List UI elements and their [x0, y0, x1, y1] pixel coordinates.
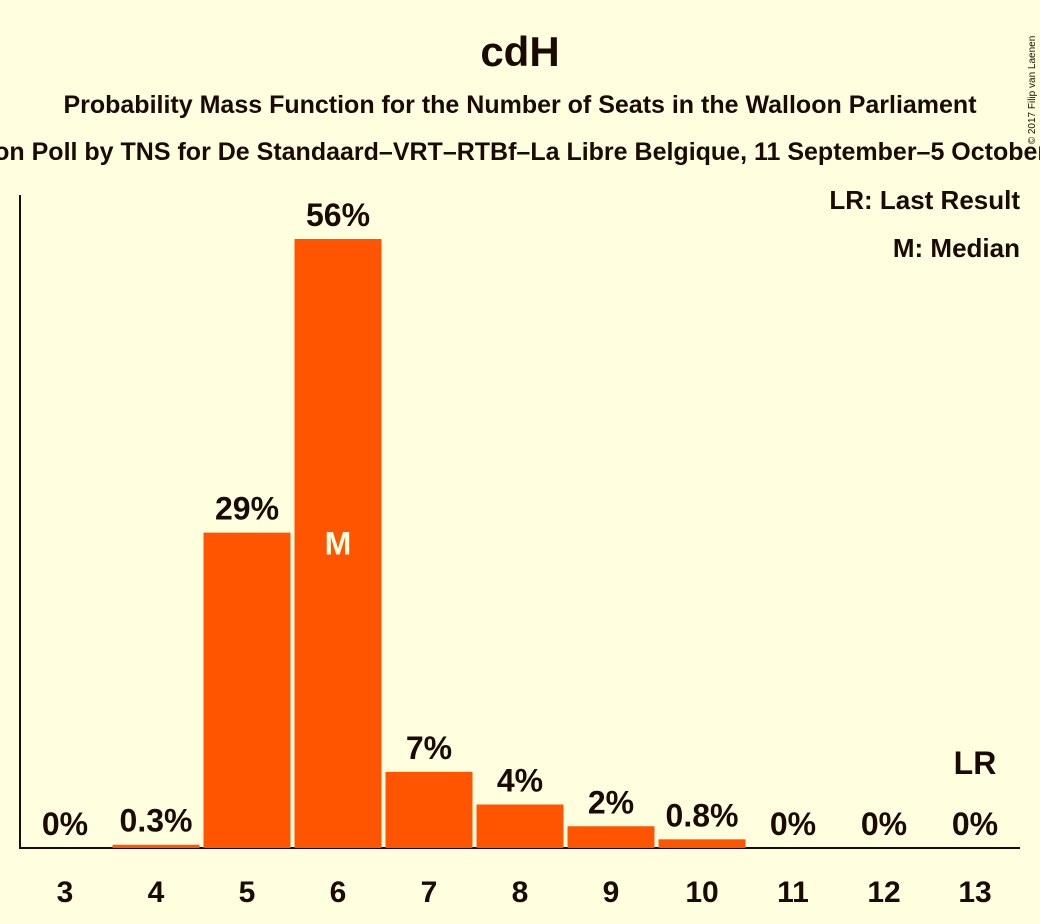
value-label-12: 0%: [861, 806, 907, 842]
value-label-7: 7%: [406, 730, 452, 766]
value-label-8: 4%: [497, 763, 543, 799]
markers: M LR: [325, 526, 997, 782]
bars: [112, 239, 746, 848]
value-label-13: 0%: [952, 806, 998, 842]
last-result-marker: LR: [954, 745, 997, 781]
copyright-notice: © 2017 Filip van Laenen: [1027, 36, 1038, 145]
x-tick-10: 10: [685, 876, 718, 909]
bar-6: [294, 239, 382, 848]
value-label-3: 0%: [42, 806, 88, 842]
legend: LR: Last Result M: Median: [829, 185, 1020, 263]
x-tick-labels: 3 4 5 6 7 8 9 10 11 12 13: [57, 876, 992, 909]
legend-median: M: Median: [893, 233, 1020, 263]
bar-4: [112, 844, 200, 848]
value-label-10: 0.8%: [666, 797, 739, 833]
x-tick-9: 9: [603, 876, 620, 909]
x-tick-4: 4: [148, 876, 165, 909]
value-label-6: 56%: [306, 197, 370, 233]
bar-10: [658, 839, 746, 848]
plot-area: 0% 0.3% 29% 56% 7% 4% 2% 0.8% 0% 0% 0% 3 4 5 6 7 8 9 10 11…: [19, 195, 1020, 909]
bar-7: [385, 771, 473, 848]
chart-subtitle-source: Opinion Poll by TNS for De Standaard–VRT…: [0, 138, 1040, 166]
x-tick-8: 8: [512, 876, 529, 909]
median-marker: M: [325, 526, 352, 562]
x-tick-13: 13: [958, 876, 991, 909]
chart-subtitle: Probability Mass Function for the Number…: [63, 91, 977, 119]
bar-8: [476, 804, 564, 848]
x-tick-12: 12: [867, 876, 900, 909]
x-tick-11: 11: [777, 876, 809, 909]
x-tick-7: 7: [421, 876, 438, 909]
x-tick-5: 5: [239, 876, 256, 909]
chart-title: cdH: [480, 28, 559, 75]
value-label-11: 0%: [770, 806, 816, 842]
bar-5: [203, 532, 291, 848]
legend-last-result: LR: Last Result: [829, 185, 1020, 215]
bar-9: [567, 826, 655, 848]
x-tick-3: 3: [57, 876, 74, 909]
value-label-5: 29%: [215, 491, 279, 527]
value-labels: 0% 0.3% 29% 56% 7% 4% 2% 0.8% 0% 0% 0%: [42, 197, 998, 842]
x-tick-6: 6: [330, 876, 347, 909]
value-label-4: 0.3%: [120, 803, 193, 839]
value-label-9: 2%: [588, 784, 634, 820]
